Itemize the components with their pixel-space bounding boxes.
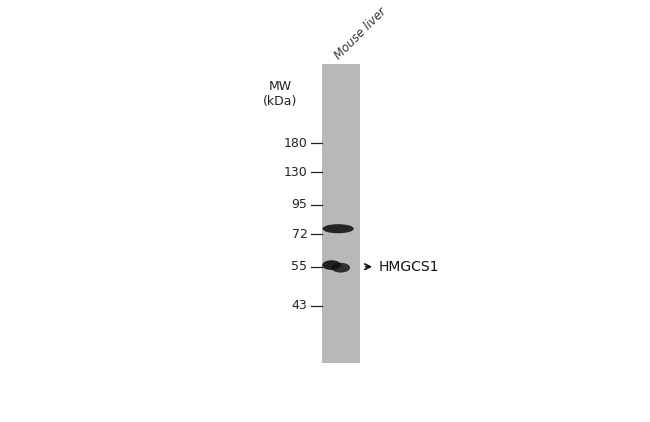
Text: 95: 95 (292, 198, 307, 211)
Bar (322, 64, 360, 362)
Text: 72: 72 (292, 228, 307, 241)
Text: 180: 180 (283, 137, 307, 150)
Text: 130: 130 (283, 166, 307, 179)
Text: Mouse liver: Mouse liver (332, 5, 389, 62)
Text: MW
(kDa): MW (kDa) (263, 80, 298, 108)
Ellipse shape (322, 260, 341, 270)
Text: HMGCS1: HMGCS1 (378, 260, 439, 274)
Ellipse shape (332, 263, 350, 273)
Ellipse shape (322, 224, 354, 233)
Text: 43: 43 (292, 299, 307, 312)
Text: 55: 55 (291, 260, 307, 273)
